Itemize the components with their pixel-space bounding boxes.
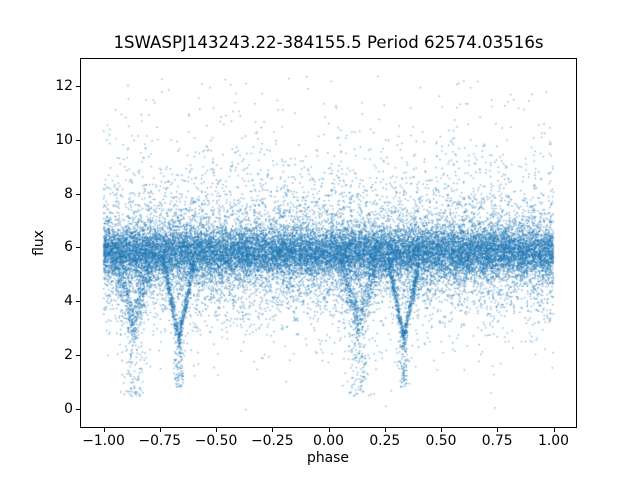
y-tick-label: 4 <box>64 293 73 310</box>
y-tick-mark <box>76 247 80 249</box>
x-tick-mark <box>328 428 330 432</box>
x-axis-label: phase <box>307 450 349 466</box>
y-tick-label: 2 <box>64 346 73 363</box>
x-tick-label: −0.75 <box>138 433 182 449</box>
x-tick-mark <box>384 428 386 432</box>
x-tick-label: 0.25 <box>369 433 401 449</box>
x-tick-mark <box>159 428 161 432</box>
x-tick-label: 1.00 <box>538 433 569 449</box>
y-tick-label: 8 <box>64 185 73 202</box>
y-tick-mark <box>76 193 80 195</box>
y-axis-label: flux <box>31 230 47 256</box>
x-tick-label: 0.50 <box>425 433 457 449</box>
x-tick-mark <box>553 428 555 432</box>
y-tick-label: 0 <box>64 400 73 417</box>
y-tick-mark <box>76 86 80 88</box>
x-tick-label: 0.00 <box>313 433 344 449</box>
chart-title: 1SWASPJ143243.22-384155.5 Period 62574.0… <box>113 33 544 52</box>
y-tick-label: 12 <box>55 78 73 95</box>
y-tick-label: 10 <box>55 132 73 149</box>
x-tick-mark <box>497 428 499 432</box>
x-tick-label: 0.75 <box>481 433 513 449</box>
scatter-points-canvas <box>81 59 576 427</box>
y-tick-label: 6 <box>64 239 73 256</box>
y-tick-mark <box>76 140 80 142</box>
y-tick-mark <box>76 354 80 356</box>
y-tick-mark <box>76 408 80 410</box>
x-tick-mark <box>441 428 442 432</box>
plot-area <box>80 58 577 428</box>
x-tick-mark <box>103 428 105 432</box>
y-tick-mark <box>76 301 80 303</box>
x-tick-label: −0.25 <box>251 433 294 449</box>
x-tick-label: −1.00 <box>82 433 125 449</box>
x-tick-mark <box>272 428 274 432</box>
x-tick-label: −0.50 <box>194 433 238 449</box>
x-tick-mark <box>216 428 217 432</box>
